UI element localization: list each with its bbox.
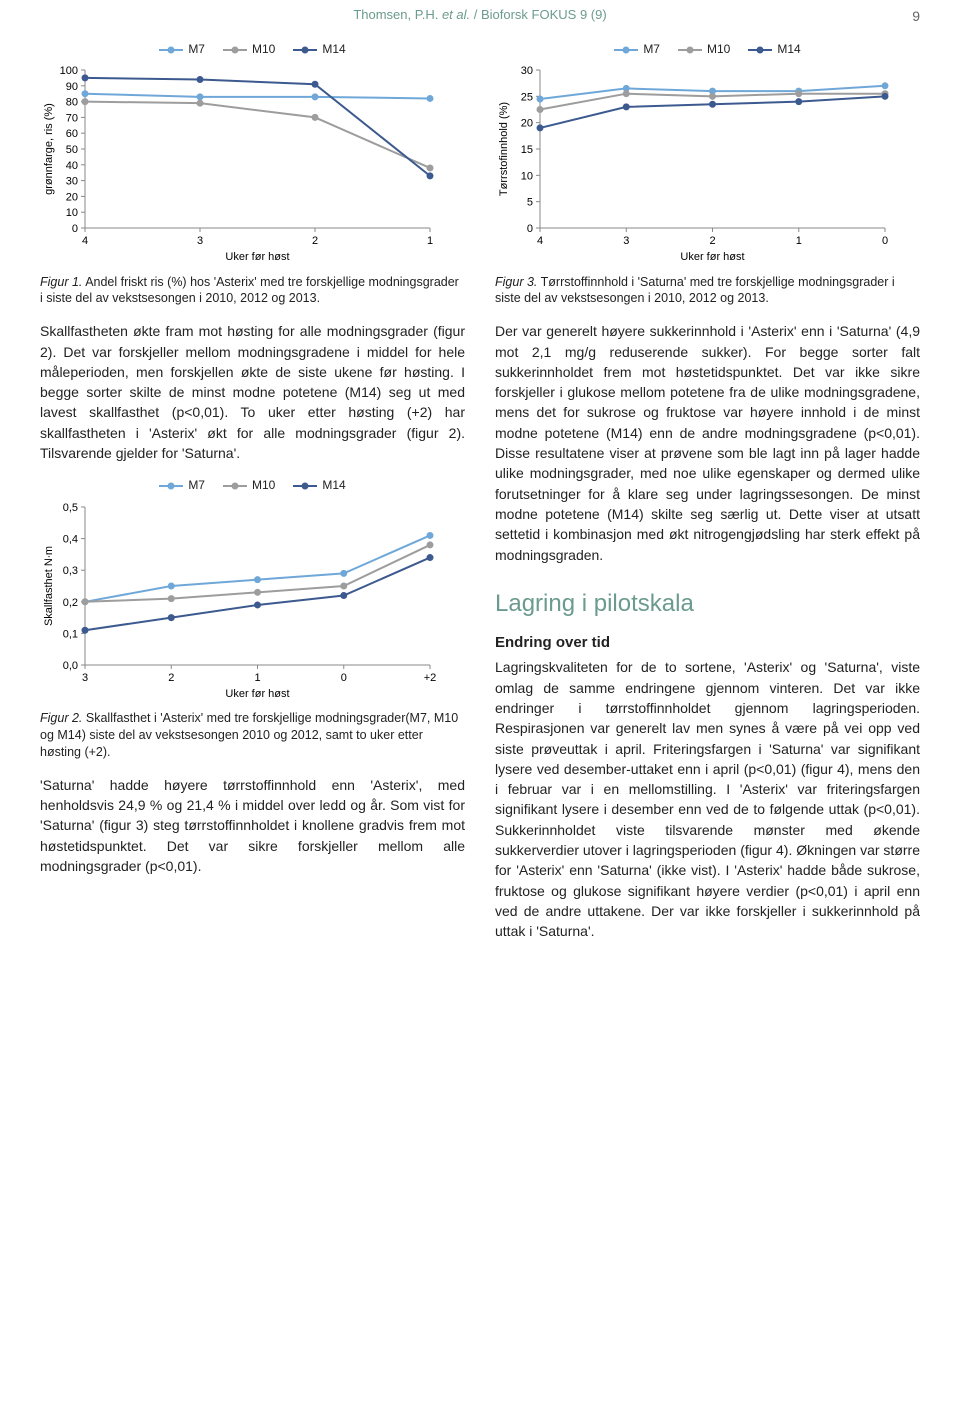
svg-text:Uker før høst: Uker før høst <box>680 251 744 263</box>
svg-text:15: 15 <box>521 144 533 156</box>
svg-text:5: 5 <box>527 197 533 209</box>
svg-text:0: 0 <box>527 223 533 235</box>
paragraph-1: Skallfastheten økte fram mot høsting for… <box>40 321 465 463</box>
svg-text:0: 0 <box>72 223 78 235</box>
section-heading: Lagring i pilotskala <box>495 587 920 622</box>
chart2-svg: 0,0 0,1 0,2 0,3 0,4 0,5 3 2 1 0 +2 Uker før høst Ska… <box>40 501 440 701</box>
svg-text:50: 50 <box>66 144 78 156</box>
svg-text:0: 0 <box>882 235 888 247</box>
svg-text:Skallfasthet N∙m: Skallfasthet N∙m <box>43 546 55 626</box>
svg-text:0,5: 0,5 <box>63 502 78 514</box>
chart3: M7M10M14 05101520253043210Uker før høstT… <box>495 41 920 307</box>
chart1-legend-item: M14 <box>293 41 345 58</box>
chart1-legend: M7 M10 M14 <box>40 41 465 58</box>
svg-text:25: 25 <box>521 92 533 104</box>
page-header: Thomsen, P.H. et al. / Bioforsk FOKUS 9 … <box>0 0 960 31</box>
svg-text:Uker før høst: Uker før høst <box>225 688 289 700</box>
chart1-svg: 0 10 20 30 40 50 60 70 80 90 100 4 3 2 1 Uker før høst g… <box>40 64 440 264</box>
svg-text:1: 1 <box>427 235 433 247</box>
svg-text:Tørrstofinnhold (%): Tørrstofinnhold (%) <box>498 102 510 196</box>
svg-text:10: 10 <box>66 207 78 219</box>
chart3-legend: M7 M10 M14 <box>495 41 920 58</box>
citation-journal: / Bioforsk FOKUS 9 (9) <box>470 7 607 22</box>
chart2-legend-item: M7 <box>159 477 205 494</box>
svg-text:+2: +2 <box>424 672 437 684</box>
svg-text:2: 2 <box>168 672 174 684</box>
svg-text:60: 60 <box>66 128 78 140</box>
paragraph-4: Lagringskvaliteten for de to sortene, 'A… <box>495 657 920 941</box>
svg-text:100: 100 <box>60 65 78 77</box>
svg-text:0,1: 0,1 <box>63 628 78 640</box>
chart3-caption: Figur 3. Tørrstoffinnhold i 'Saturna' me… <box>495 274 920 308</box>
svg-text:2: 2 <box>312 235 318 247</box>
chart2-caption-text: Skallfasthet i 'Asterix' med tre forskje… <box>40 711 458 759</box>
chart3-caption-text: Tørrstoffinnhold i 'Saturna' med tre for… <box>495 275 895 306</box>
svg-text:2: 2 <box>709 235 715 247</box>
svg-text:40: 40 <box>66 160 78 172</box>
chart1-caption: Figur 1. Andel friskt ris (%) hos 'Aster… <box>40 274 465 308</box>
svg-text:20: 20 <box>521 118 533 130</box>
svg-text:80: 80 <box>66 97 78 109</box>
svg-text:4: 4 <box>82 235 88 247</box>
chart1-fignum: Figur 1. <box>40 275 82 289</box>
svg-text:0,3: 0,3 <box>63 565 78 577</box>
svg-text:grønnfarge, ris (%): grønnfarge, ris (%) <box>43 103 55 195</box>
svg-text:1: 1 <box>796 235 802 247</box>
chart3-fignum: Figur 3. <box>495 275 537 289</box>
paragraph-3: Der var generelt høyere sukkerinnhold i … <box>495 321 920 565</box>
svg-text:0,0: 0,0 <box>63 660 78 672</box>
svg-text:20: 20 <box>66 192 78 204</box>
svg-text:0: 0 <box>341 672 347 684</box>
svg-text:90: 90 <box>66 81 78 93</box>
svg-text:4: 4 <box>537 235 543 247</box>
chart2-caption: Figur 2. Skallfasthet i 'Asterix' med tr… <box>40 710 465 761</box>
svg-text:Uker før høst: Uker før høst <box>225 251 289 263</box>
svg-text:3: 3 <box>197 235 203 247</box>
chart1-legend-item: M10 <box>223 41 275 58</box>
chart3-svg: 05101520253043210Uker før høstTørrstofin… <box>495 64 895 264</box>
citation: Thomsen, P.H. et al. / Bioforsk FOKUS 9 … <box>353 7 606 22</box>
chart2-legend-item: M10 <box>223 477 275 494</box>
svg-text:0,4: 0,4 <box>63 533 78 545</box>
left-column: M7M10M14 01020304050607080901004321Uker … <box>40 41 465 956</box>
svg-text:0,2: 0,2 <box>63 597 78 609</box>
svg-text:70: 70 <box>66 113 78 125</box>
svg-text:1: 1 <box>254 672 260 684</box>
chart3-legend-item: M10 <box>678 41 730 58</box>
svg-text:30: 30 <box>66 176 78 188</box>
page-number: 9 <box>912 6 920 26</box>
paragraph-2: 'Saturna' hadde høyere tørrstoffinnhold … <box>40 775 465 876</box>
chart1: M7 M10 M14 0 10 20 30 40 50 60 70 80 90 100 4 3 2 1 Uker … <box>40 41 465 307</box>
citation-author: Thomsen, P.H. <box>353 7 442 22</box>
chart3-legend-item: M7 <box>614 41 660 58</box>
citation-etal: et al. <box>442 7 470 22</box>
chart1-legend-item: M7 <box>159 41 205 58</box>
chart2: M7 M10 M14 0,0 0,1 0,2 0,3 0,4 0,5 3 2 1 0 +2 Uker fø… <box>40 477 465 760</box>
chart2-fignum: Figur 2. <box>40 711 82 725</box>
chart3-legend-item: M14 <box>748 41 800 58</box>
right-column: M7M10M14 05101520253043210Uker før høstT… <box>495 41 920 956</box>
svg-text:30: 30 <box>521 65 533 77</box>
subsection-heading: Endring over tid <box>495 632 920 654</box>
svg-text:3: 3 <box>82 672 88 684</box>
chart2-legend: M7 M10 M14 <box>40 477 465 494</box>
chart1-caption-text: Andel friskt ris (%) hos 'Asterix' med t… <box>40 275 459 306</box>
svg-text:3: 3 <box>623 235 629 247</box>
svg-text:10: 10 <box>521 171 533 183</box>
chart2-legend-item: M14 <box>293 477 345 494</box>
